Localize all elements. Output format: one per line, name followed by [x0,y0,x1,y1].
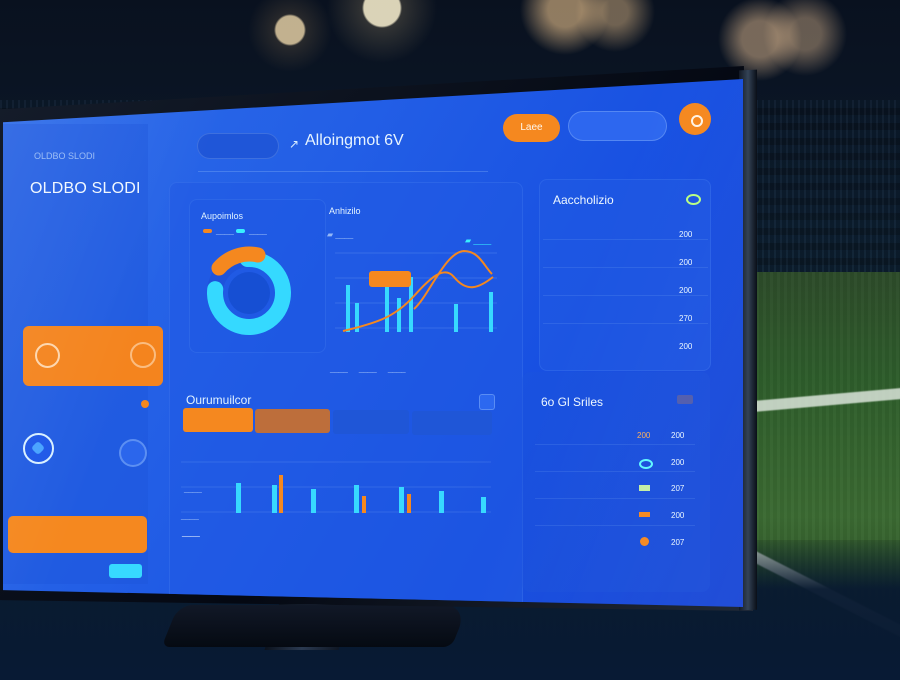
list-item-value: 200 [637,431,651,440]
list-item-value: 270 [679,314,693,323]
sidebar-action-icon[interactable] [119,439,147,467]
list-divider [543,267,708,268]
donut-chart [207,246,291,335]
primary-button[interactable] [8,516,147,553]
tab[interactable] [255,409,330,433]
search-input[interactable] [197,133,279,159]
list-item-value: 200 [671,431,685,440]
top-filter-button[interactable] [568,111,667,141]
status-icon [639,512,650,517]
status-icon [640,537,649,546]
arrow-icon: ↗ [289,137,300,151]
section-title: Ourumuilcor [186,393,252,407]
user-icon [23,433,54,464]
header-divider [198,171,488,172]
y-axis-label: ____ [182,528,200,537]
monitor-stand-base [161,605,469,647]
card-icon [35,343,60,368]
list-item-value: 207 [671,538,685,547]
profile-glyph-icon [691,115,703,127]
list-item-value: 200 [671,511,685,520]
list-divider [535,471,695,472]
sidebar-title: OLDBO SLODI [30,180,141,197]
status-badge [109,564,142,578]
right-bottom-panel [522,372,710,592]
status-dot [141,400,149,408]
list-item-value: 200 [679,286,693,295]
list-divider [535,525,695,526]
list-item-value: 200 [671,458,685,467]
list-divider [543,239,708,240]
chart-legend: ____ ____ [203,226,267,235]
card-action-icon[interactable] [130,342,156,368]
chart-title: Aupoimlos [201,211,244,221]
right-panel-title: 6o Gl Sriles [541,395,604,409]
y-axis-label: ____ [181,511,199,520]
list-item-value: 200 [679,230,693,239]
bottom-bar-chart [181,461,491,513]
sidebar-small-title: OLDBO SLODI [34,151,96,161]
y-axis-label: ____ [184,484,202,493]
status-icon [639,485,650,491]
list-item-value: 207 [671,484,685,493]
x-axis-labels: ____ ____ ____ [330,364,406,373]
chart-legend: ▰ ____ [465,236,492,245]
right-stats-panel [539,179,711,371]
tab[interactable] [333,410,409,434]
section-action-icon[interactable] [479,394,495,410]
dashboard-screen: OLDBO SLODI OLDBO SLODI ↗ Alloingmot 6V … [3,79,743,607]
status-icon [639,459,653,469]
status-icon [677,395,693,404]
chart-legend: ▰ ____ [327,230,354,239]
page-title: Alloingmot 6V [305,132,404,149]
list-divider [535,498,695,499]
line-bar-chart [335,249,497,332]
chart-title: Anhizilo [329,206,361,216]
list-divider [543,323,708,324]
tab[interactable] [412,411,492,435]
top-action-button[interactable]: Laee [503,114,560,142]
right-panel-title: Aaccholizio [553,193,614,207]
list-divider [543,295,708,296]
status-icon [686,194,701,205]
list-item-value: 200 [679,342,693,351]
tab[interactable] [183,408,253,432]
list-divider [535,444,695,445]
list-item-value: 200 [679,258,693,267]
